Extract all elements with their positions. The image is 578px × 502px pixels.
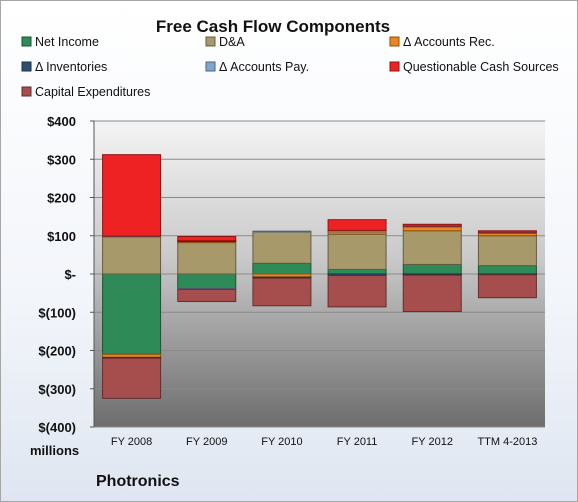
company-name: Photronics	[96, 473, 180, 490]
legend-label: Δ Inventories	[35, 60, 107, 74]
y-tick-label: $300	[47, 152, 76, 167]
bar-d-a-fy-2012	[402, 230, 462, 265]
legend-swatch	[389, 61, 400, 72]
x-tick-label: FY 2009	[186, 436, 227, 448]
bar-questionable-cash-sources-ttm-4-2013	[477, 230, 537, 233]
legend-label: Questionable Cash Sources	[403, 60, 559, 74]
bar-stack-fy-2009	[177, 236, 237, 303]
bar-capital-expenditures-fy-2008	[102, 357, 162, 399]
legend-item-accounts-pay: Δ Accounts Pay.	[205, 60, 309, 74]
y-tick-label: $(300)	[38, 382, 76, 397]
legend-swatch	[21, 36, 32, 47]
bar-net-income-fy-2009	[177, 273, 237, 290]
bar-stack-fy-2010	[252, 230, 312, 307]
legend-label: D&A	[219, 35, 245, 49]
bar-capital-expenditures-fy-2012	[402, 274, 462, 312]
y-tick-label: $100	[47, 229, 76, 244]
bar-accounts-pay-fy-2010	[252, 230, 312, 233]
bar-d-a-ttm-4-2013	[477, 235, 537, 267]
bar-questionable-cash-sources-fy-2011	[327, 219, 387, 231]
legend-swatch	[205, 61, 216, 72]
bar-stack-ttm-4-2013	[477, 230, 537, 299]
legend-swatch	[389, 36, 400, 47]
legend-swatch	[205, 36, 216, 47]
legend-swatch	[21, 61, 32, 72]
bar-questionable-cash-sources-fy-2012	[402, 223, 462, 227]
bar-d-a-fy-2008	[102, 236, 162, 275]
bar-questionable-cash-sources-fy-2008	[102, 154, 162, 237]
bar-capital-expenditures-fy-2011	[327, 275, 387, 308]
x-tick-label: FY 2010	[261, 436, 302, 448]
gridlines	[94, 120, 545, 428]
x-tick-label: FY 2008	[111, 436, 152, 448]
legend-label: Capital Expenditures	[35, 85, 150, 99]
bar-accounts-rec-fy-2012	[402, 226, 462, 232]
chart-title: Free Cash Flow Components	[156, 17, 390, 36]
bar-capital-expenditures-fy-2010	[252, 277, 312, 307]
bar-net-income-fy-2008	[102, 273, 162, 355]
bar-questionable-cash-sources-fy-2009	[177, 236, 237, 242]
legend-item-net-income: Net Income	[21, 35, 99, 49]
legend-item-accounts-rec: Δ Accounts Rec.	[389, 35, 495, 49]
bar-net-income-fy-2012	[402, 263, 462, 275]
bar-stack-fy-2012	[402, 223, 462, 312]
unit-label: millions	[30, 443, 79, 458]
y-tick-label: $200	[47, 191, 76, 206]
bar-capital-expenditures-fy-2009	[177, 288, 237, 303]
y-tick-label: $(400)	[38, 420, 76, 435]
legend: Net Income D&A Δ Accounts Rec. Δ Inventorie…	[21, 35, 559, 99]
bar-net-income-fy-2011	[327, 268, 387, 275]
x-tick-label: FY 2012	[412, 436, 453, 448]
legend-item-inventories: Δ Inventories	[21, 60, 107, 74]
legend-label: Net Income	[35, 35, 99, 49]
y-tick-label: $(200)	[38, 344, 76, 359]
legend-item-capital-expenditures: Capital Expenditures	[21, 85, 150, 99]
bar-net-income-fy-2010	[252, 262, 312, 275]
legend-item-questionable-cash-sources: Questionable Cash Sources	[389, 60, 559, 74]
x-tick-label: TTM 4-2013	[477, 436, 537, 448]
x-tick-label: FY 2011	[337, 436, 378, 448]
bar-stack-fy-2011	[327, 219, 387, 308]
y-tick-label: $400	[47, 114, 76, 129]
legend-item-d-a: D&A	[205, 35, 245, 49]
bar-d-a-fy-2010	[252, 231, 312, 264]
y-axis: $400 $300 $200 $100 $- $(100) $(200) $(300) $(40…	[38, 114, 95, 435]
legend-label: Δ Accounts Pay.	[219, 60, 309, 74]
bar-net-income-ttm-4-2013	[477, 265, 537, 275]
bar-stacks	[102, 154, 537, 399]
bar-d-a-fy-2011	[327, 233, 387, 270]
y-tick-label: $(100)	[38, 305, 76, 320]
y-tick-label: $-	[64, 267, 76, 282]
x-axis: FY 2008 FY 2009 FY 2010 FY 2011 FY 2012 TTM 4…	[111, 436, 537, 448]
legend-label: Δ Accounts Rec.	[403, 35, 495, 49]
bar-capital-expenditures-ttm-4-2013	[477, 274, 537, 299]
bar-stack-fy-2008	[102, 154, 162, 399]
bar-d-a-fy-2009	[177, 242, 237, 275]
legend-swatch	[21, 86, 32, 97]
